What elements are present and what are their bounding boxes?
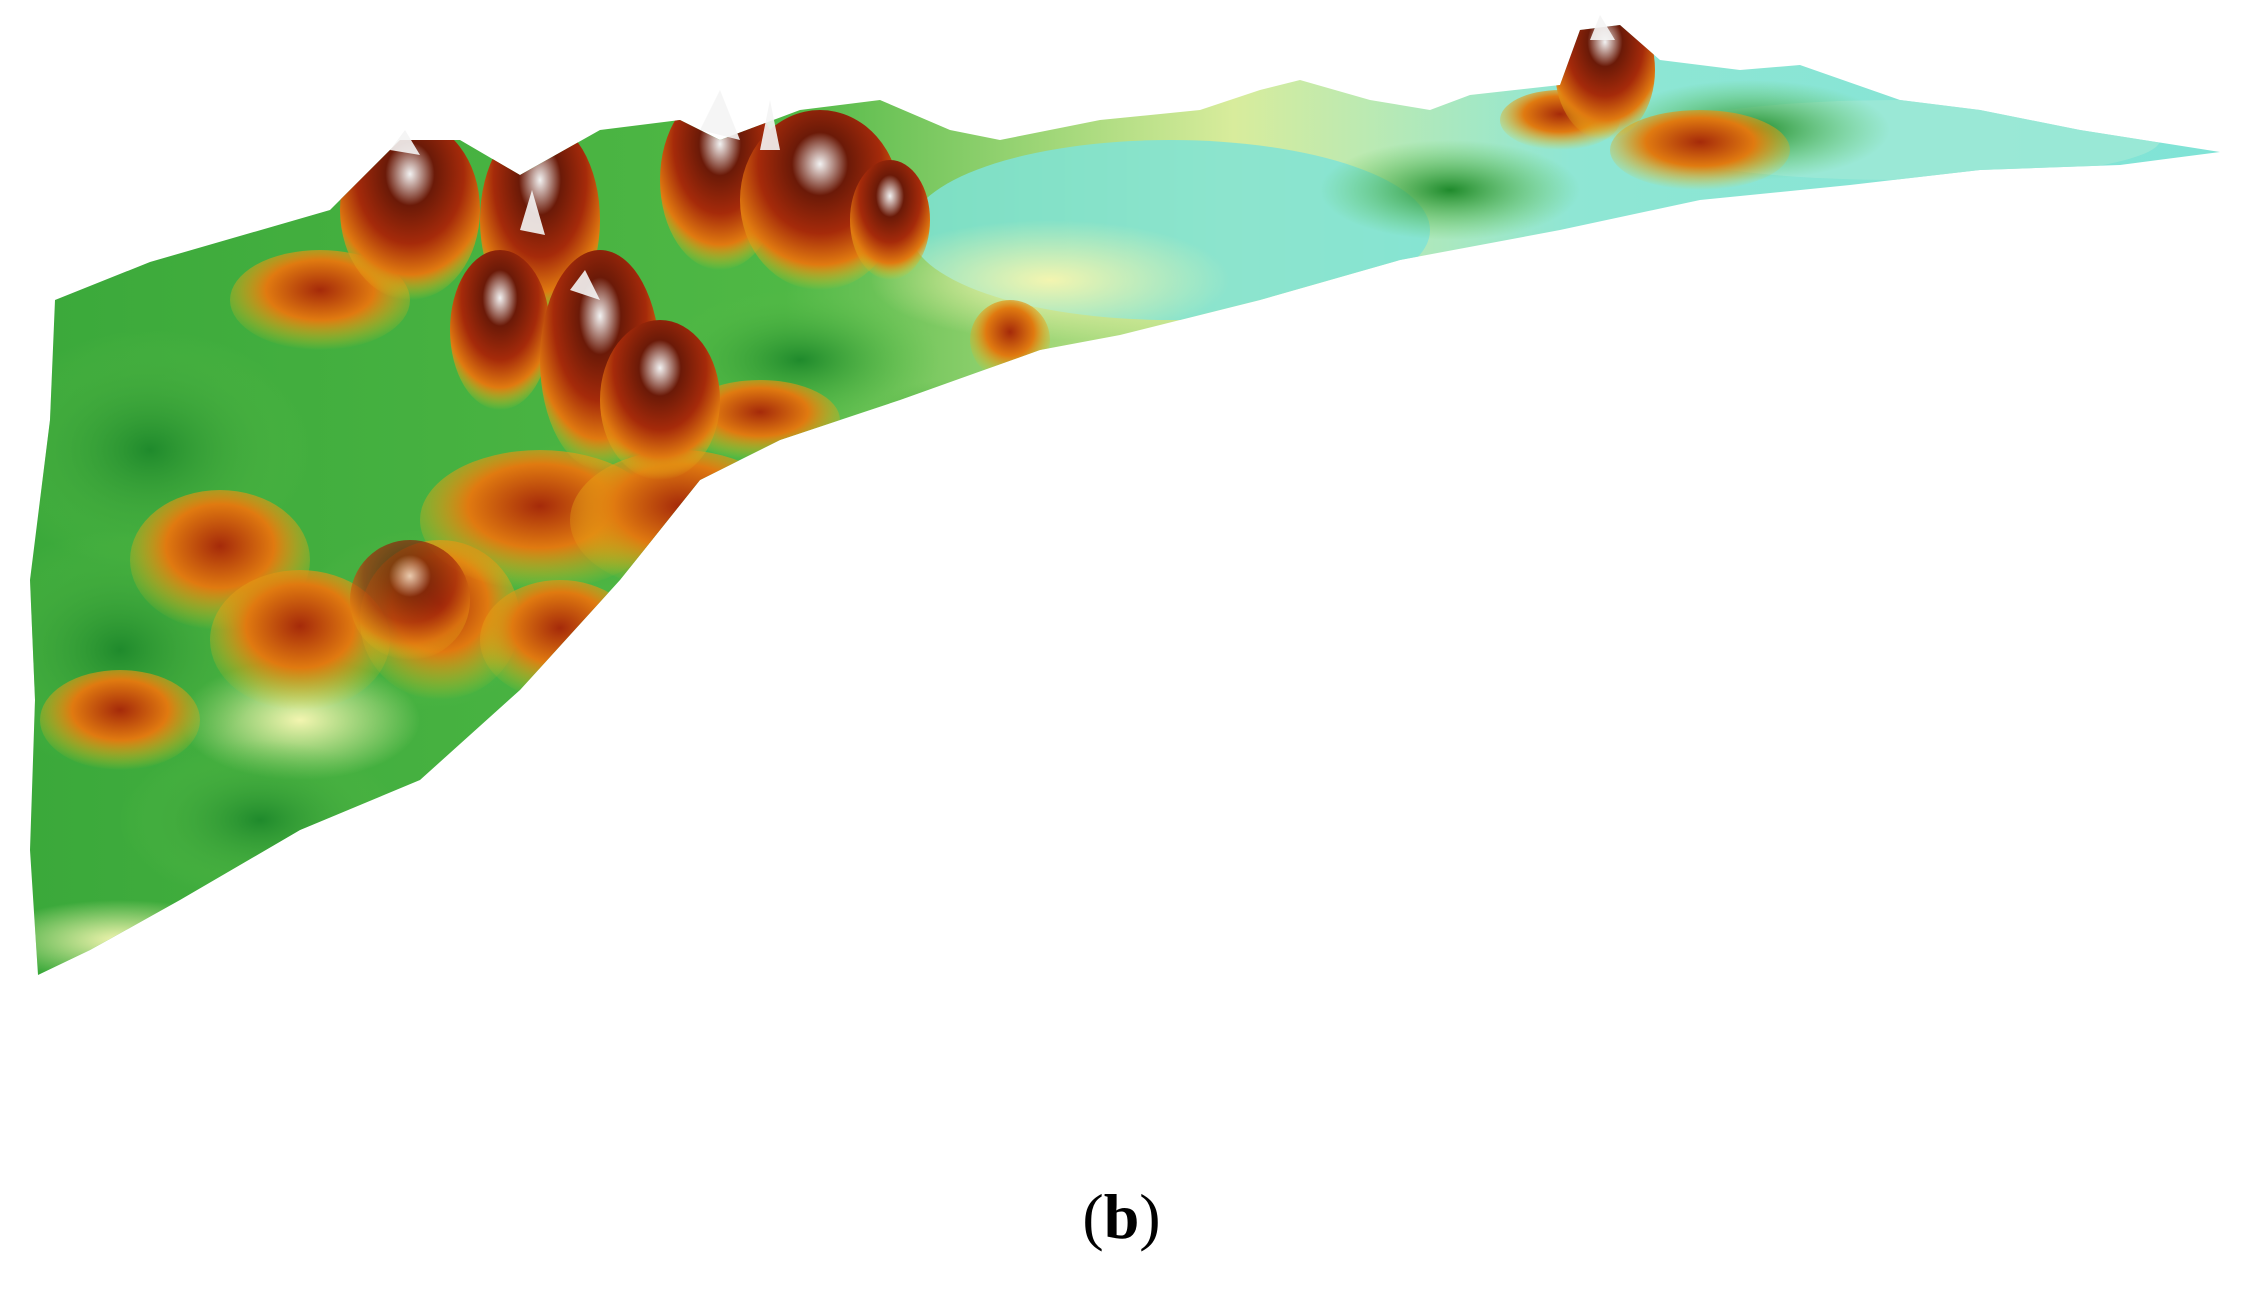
terrain-surface <box>30 25 2220 975</box>
panel-label: (b) <box>0 1185 2243 1249</box>
panel-label-open: ( <box>1082 1181 1104 1252</box>
snow-peaks <box>390 15 1615 300</box>
panel-label-close: ) <box>1139 1181 1161 1252</box>
panel-label-letter: b <box>1103 1181 1140 1252</box>
terrain-3d-view <box>30 15 2220 975</box>
